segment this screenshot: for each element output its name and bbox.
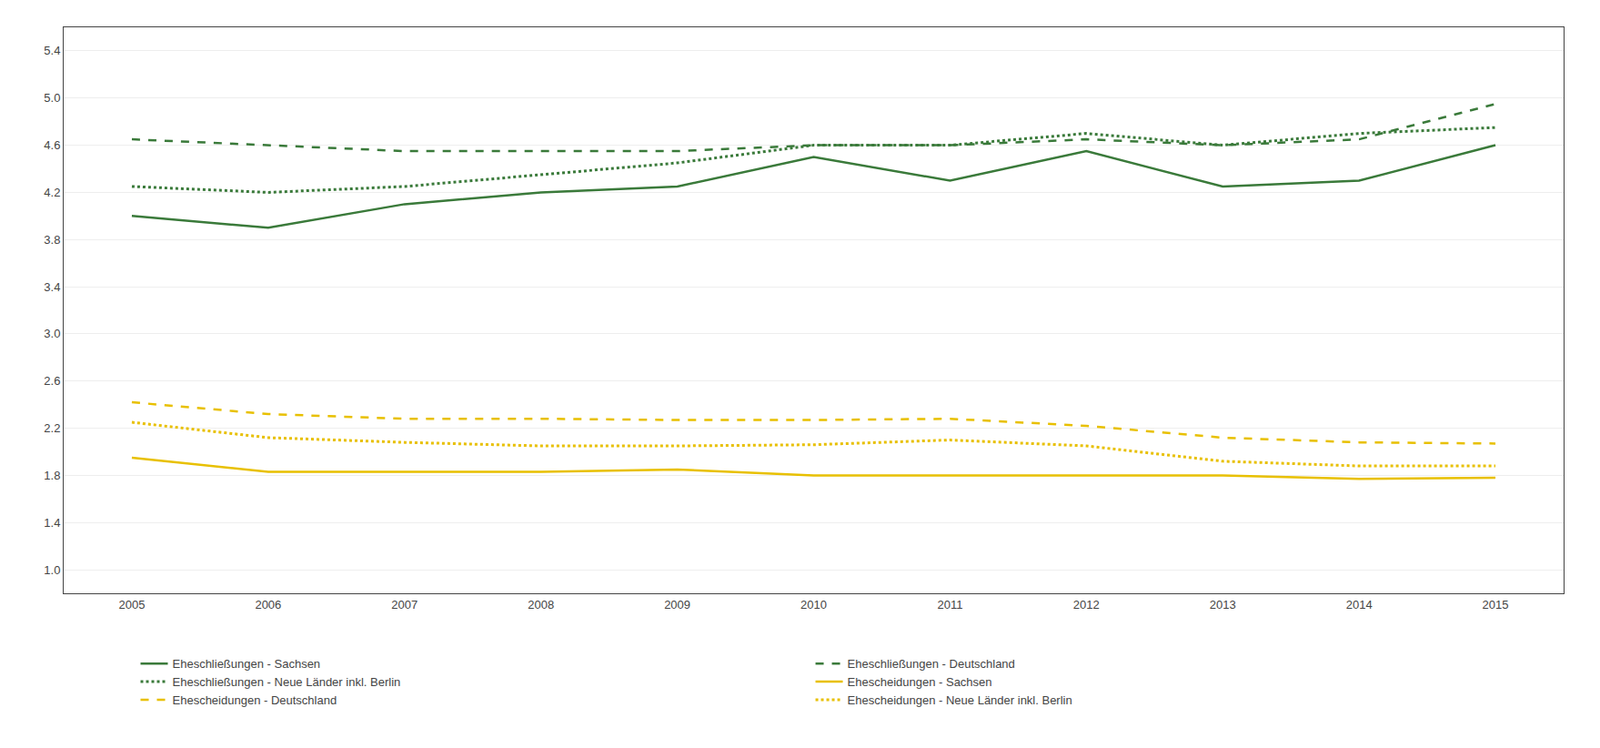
svg-text:Ehescheidungen - Sachsen: Ehescheidungen - Sachsen bbox=[847, 674, 993, 689]
svg-text:3.4: 3.4 bbox=[43, 280, 61, 294]
svg-text:1.0: 1.0 bbox=[43, 563, 61, 577]
svg-text:3.0: 3.0 bbox=[43, 326, 61, 341]
svg-text:4.6: 4.6 bbox=[43, 138, 61, 152]
svg-text:4.2: 4.2 bbox=[43, 185, 61, 200]
svg-text:1.4: 1.4 bbox=[43, 515, 61, 530]
svg-text:Eheschließungen - Neue Länder: Eheschließungen - Neue Länder inkl. Berl… bbox=[172, 674, 402, 689]
svg-text:1.8: 1.8 bbox=[43, 468, 61, 483]
svg-text:2006: 2006 bbox=[254, 597, 282, 612]
svg-text:2013: 2013 bbox=[1209, 597, 1237, 612]
svg-text:3.8: 3.8 bbox=[43, 232, 61, 247]
svg-text:Eheschließungen - Deutschland: Eheschließungen - Deutschland bbox=[847, 656, 1016, 671]
svg-text:Eheschließungen - Sachsen: Eheschließungen - Sachsen bbox=[172, 656, 322, 671]
svg-text:2014: 2014 bbox=[1346, 597, 1373, 612]
svg-text:2012: 2012 bbox=[1073, 597, 1100, 612]
svg-text:2015: 2015 bbox=[1482, 597, 1510, 612]
svg-text:5.4: 5.4 bbox=[43, 43, 61, 58]
svg-text:2.6: 2.6 bbox=[43, 373, 61, 388]
svg-text:2011: 2011 bbox=[936, 597, 963, 612]
svg-text:2008: 2008 bbox=[527, 597, 554, 612]
svg-text:2005: 2005 bbox=[118, 597, 145, 612]
svg-text:2009: 2009 bbox=[664, 597, 691, 612]
svg-text:Ehescheidungen - Neue Länder i: Ehescheidungen - Neue Länder inkl. Berli… bbox=[847, 693, 1073, 707]
svg-text:2010: 2010 bbox=[800, 597, 827, 612]
svg-text:Ehescheidungen - Deutschland: Ehescheidungen - Deutschland bbox=[172, 693, 338, 707]
svg-text:5.0: 5.0 bbox=[43, 90, 61, 105]
svg-text:2.2: 2.2 bbox=[43, 421, 61, 435]
svg-text:2007: 2007 bbox=[391, 597, 418, 612]
